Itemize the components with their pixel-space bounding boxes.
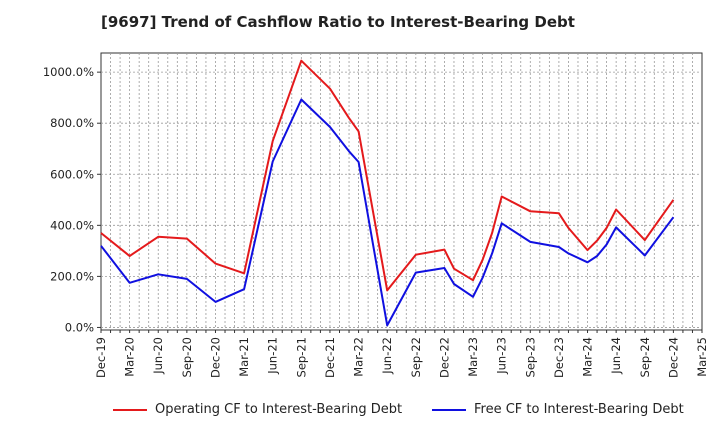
y-axis: 0.0% 200.0% 400.0% 600.0% 800.0% 1000.0% [43, 65, 101, 334]
x-tick-label: Sep-22 [409, 337, 423, 377]
x-tick-label: Jun-24 [609, 337, 623, 375]
legend-swatch-free-cf [432, 408, 466, 411]
x-tick-label: Jun-21 [266, 337, 280, 375]
x-tick-label: Dec-19 [94, 337, 108, 378]
y-tick-label: 0.0% [65, 320, 94, 334]
legend: Operating CF to Interest-Bearing Debt Fr… [0, 402, 720, 426]
x-tick-label: Jun-20 [151, 337, 165, 375]
y-tick-label: 200.0% [50, 269, 94, 283]
x-tick-label: Mar-22 [352, 337, 366, 377]
x-tick-label: Mar-25 [695, 337, 709, 377]
series-line-free [100, 98, 675, 327]
series-line-op [100, 59, 675, 292]
legend-label-free-cf: Free CF to Interest-Bearing Debt [474, 402, 684, 417]
x-tick-label: Jun-22 [380, 337, 394, 375]
x-tick-label: Dec-24 [666, 337, 680, 378]
x-tick-label: Dec-20 [208, 337, 222, 378]
legend-swatch-operating-cf [113, 408, 147, 411]
y-tick-label: 600.0% [50, 167, 94, 181]
x-tick-label: Sep-24 [638, 337, 652, 377]
x-tick-label: Mar-24 [581, 337, 595, 377]
legend-item-free-cf: Free CF to Interest-Bearing Debt [432, 402, 684, 417]
x-tick-label: Jun-23 [495, 337, 509, 375]
line-chart: 0.0% 200.0% 400.0% 600.0% 800.0% 1000.0% Dec-… [43, 52, 709, 378]
x-tick-label: Dec-21 [323, 337, 337, 378]
x-tick-label: Sep-23 [523, 337, 537, 377]
y-tick-label: 1000.0% [43, 65, 94, 79]
y-tick-label: 400.0% [50, 218, 94, 232]
x-axis: Dec-19 Mar-20 Jun-20 Sep-20 Dec-20 Mar-21 Jun-… [94, 330, 709, 378]
x-tick-label: Sep-21 [294, 337, 308, 377]
x-tick-label: Dec-22 [437, 337, 451, 378]
legend-label-operating-cf: Operating CF to Interest-Bearing Debt [155, 402, 403, 417]
x-tick-label: Dec-23 [552, 337, 566, 378]
x-tick-label: Mar-23 [466, 337, 480, 377]
legend-item-operating-cf: Operating CF to Interest-Bearing Debt [113, 402, 402, 417]
grid [101, 53, 702, 330]
x-tick-label: Mar-21 [237, 337, 251, 377]
y-tick-label: 800.0% [50, 116, 94, 130]
x-tick-label: Sep-20 [180, 337, 194, 377]
x-tick-label: Mar-20 [123, 337, 137, 377]
chart-title: [9697] Trend of Cashflow Ratio to Intere… [101, 13, 575, 31]
series-lines [100, 59, 675, 327]
plot-area [100, 52, 703, 331]
